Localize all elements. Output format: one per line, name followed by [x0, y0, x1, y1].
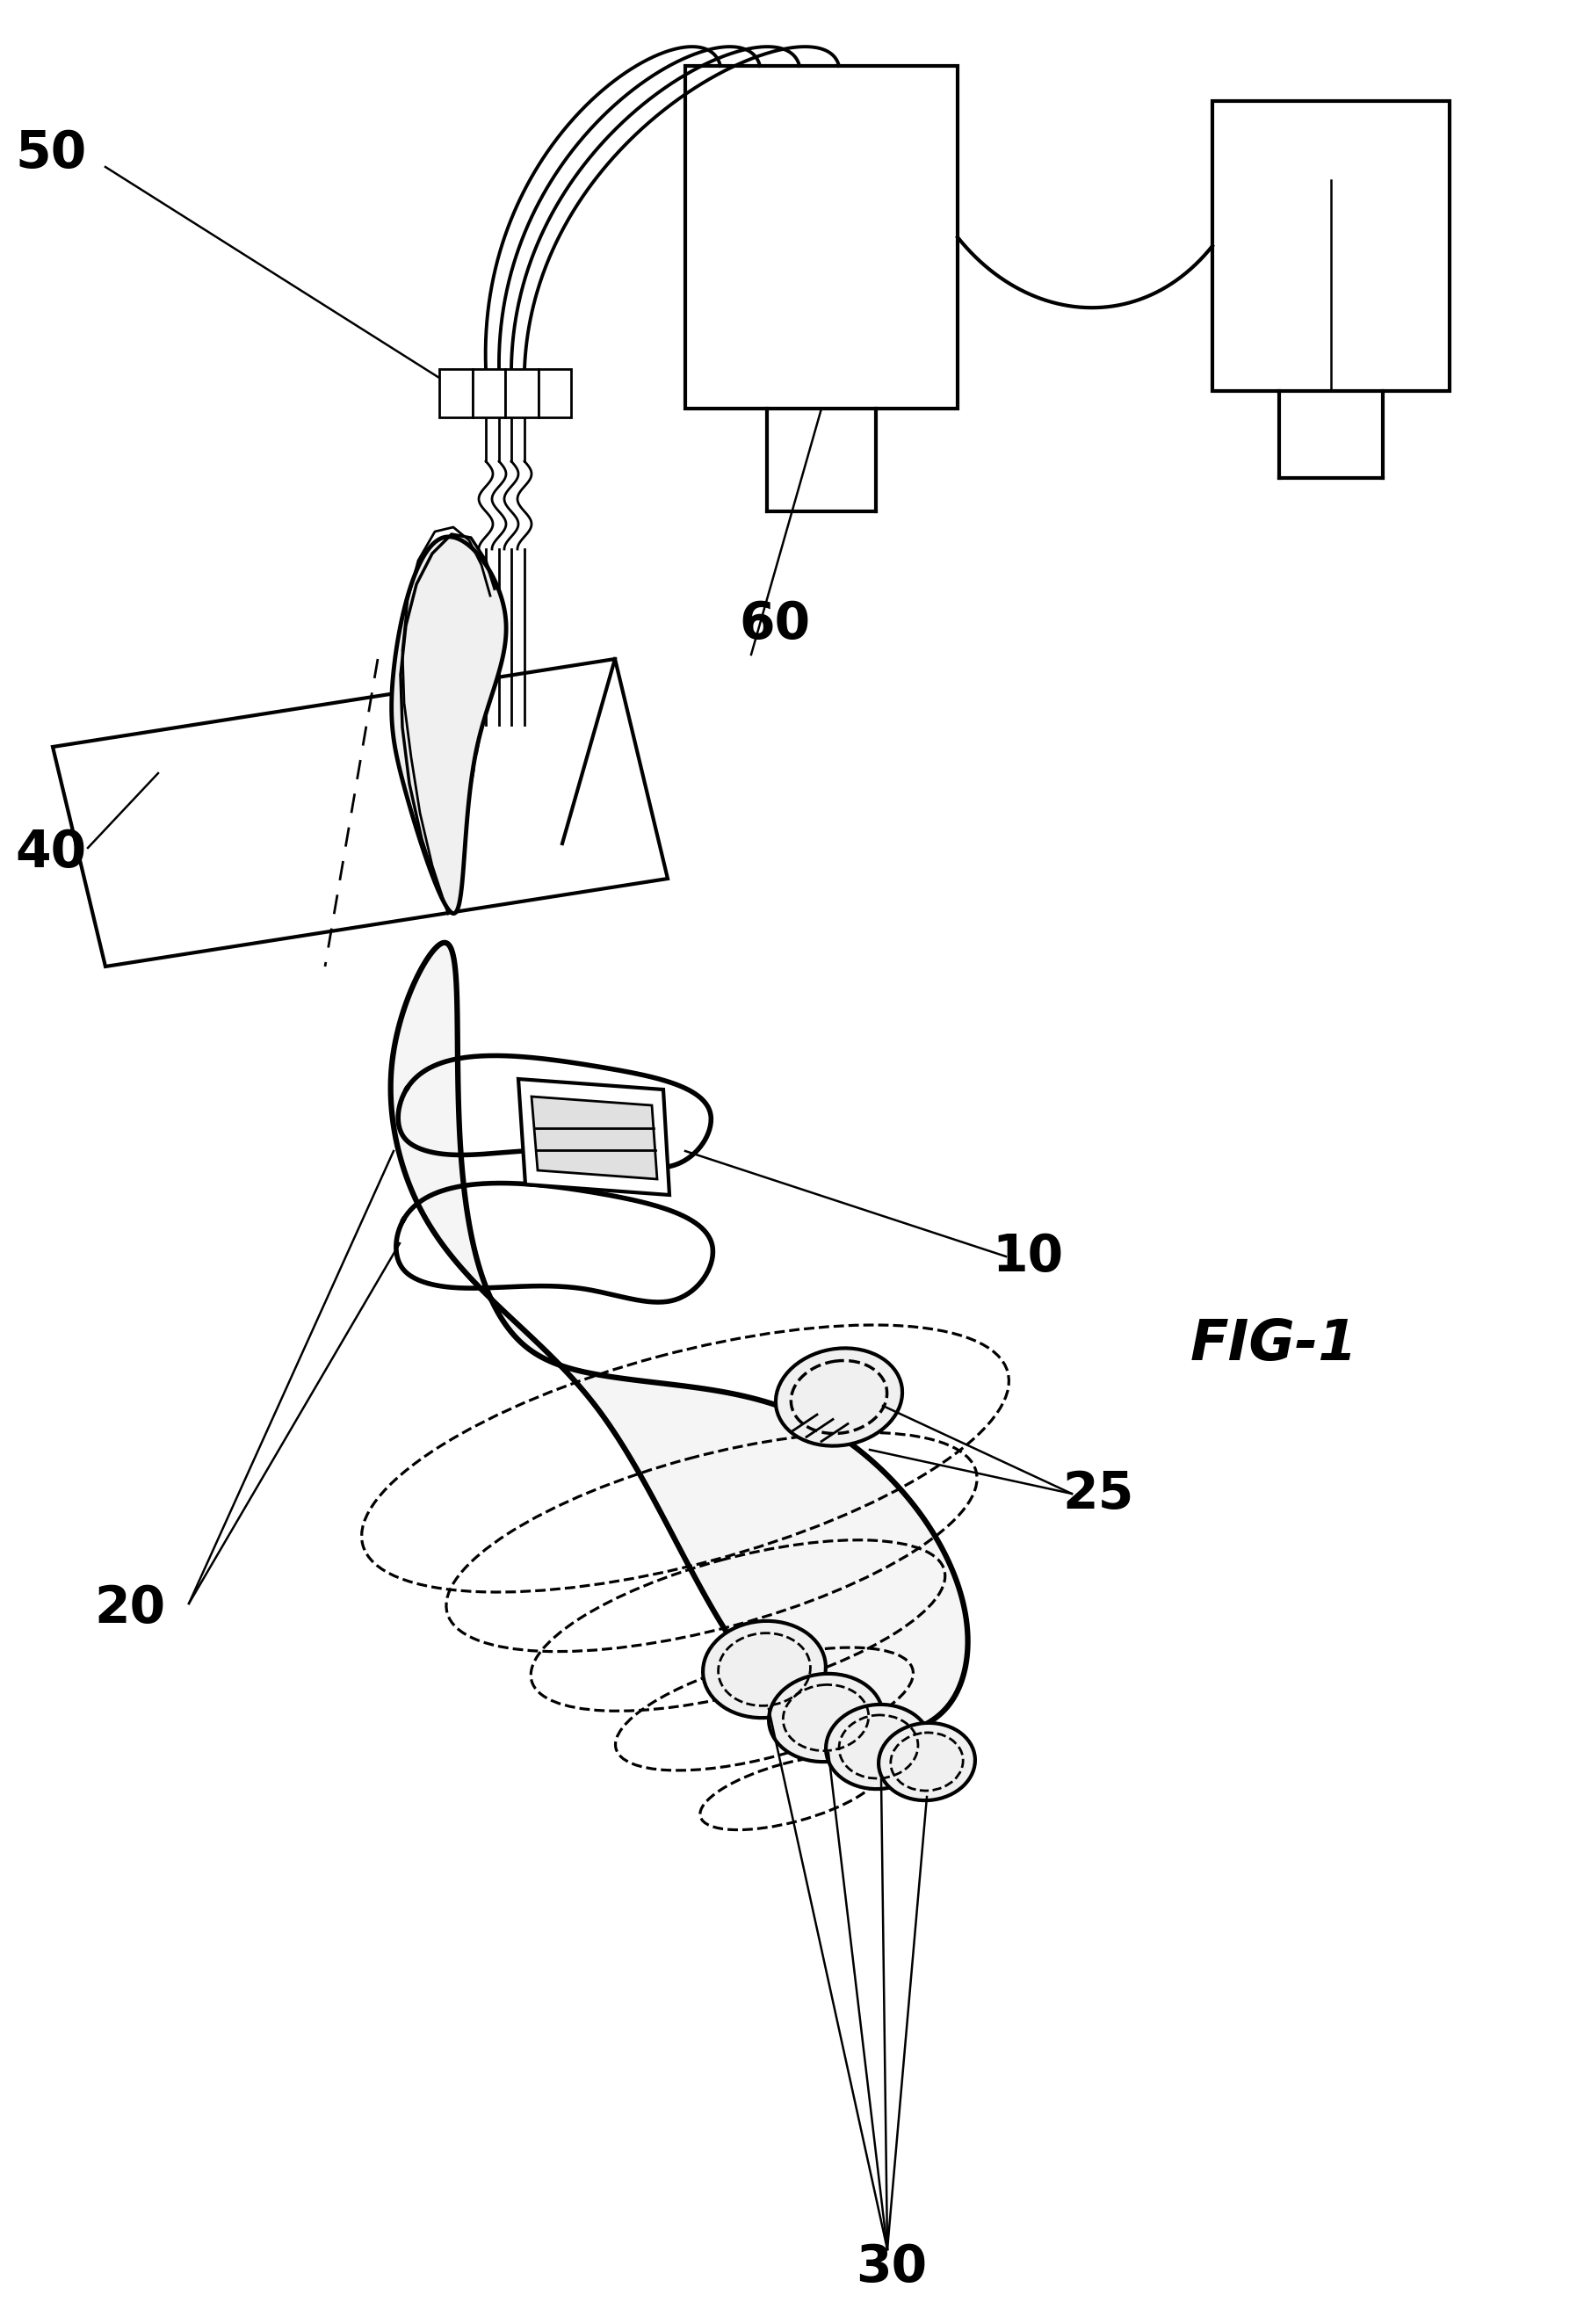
Polygon shape [518, 1078, 670, 1195]
Bar [686, 65, 958, 409]
Bar [539, 370, 572, 418]
Text: 25: 25 [1063, 1469, 1134, 1518]
Text: 20: 20 [95, 1583, 166, 1634]
Text: 60: 60 [740, 600, 811, 648]
Ellipse shape [879, 1722, 976, 1801]
Text: 10: 10 [992, 1232, 1063, 1281]
Text: 50: 50 [16, 128, 87, 179]
Bar [472, 370, 505, 418]
Ellipse shape [825, 1703, 931, 1789]
Ellipse shape [768, 1673, 882, 1762]
Polygon shape [391, 944, 968, 1738]
Text: 70: 70 [1316, 128, 1388, 179]
Bar [439, 370, 472, 418]
Ellipse shape [703, 1620, 825, 1717]
Text: FIG-1: FIG-1 [1190, 1318, 1357, 1371]
Polygon shape [52, 660, 668, 967]
Ellipse shape [776, 1348, 903, 1446]
Polygon shape [391, 537, 507, 913]
Text: 40: 40 [16, 827, 87, 878]
Bar [505, 370, 539, 418]
Polygon shape [532, 1097, 657, 1178]
Text: 30: 30 [855, 2243, 927, 2291]
Bar [1212, 100, 1449, 390]
